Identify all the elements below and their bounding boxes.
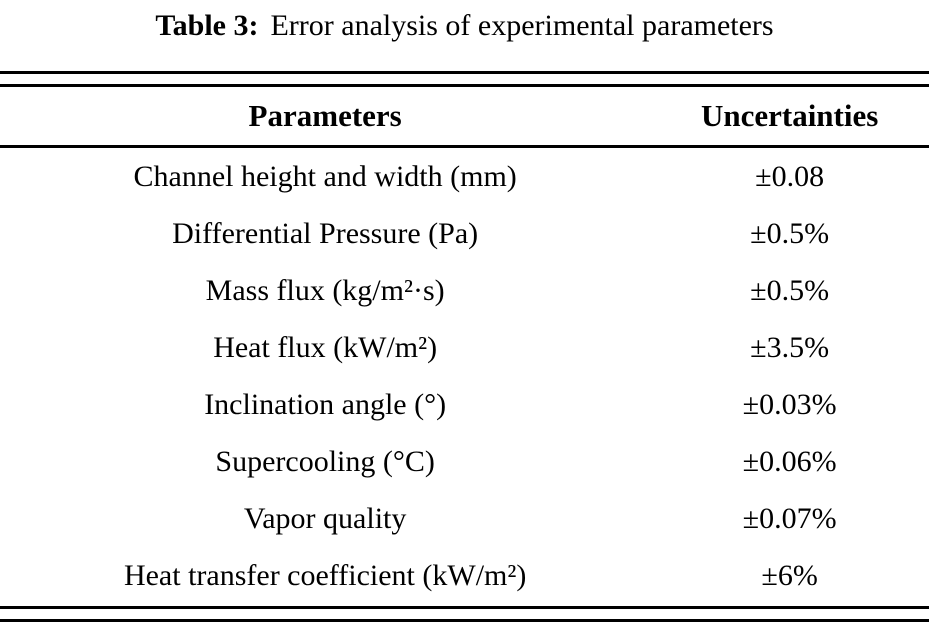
table-caption: Table 3: Error analysis of experimental p… [0, 0, 929, 47]
table-row: Heat flux (kW/m²) ±3.5% [0, 319, 929, 376]
table-header-row: Parameters Uncertainties [0, 87, 929, 145]
table-row: Supercooling (°C) ±0.06% [0, 433, 929, 490]
table-row: Channel height and width (mm) ±0.08 [0, 148, 929, 205]
parameter-cell: Differential Pressure (Pa) [172, 217, 479, 250]
table-row: Mass flux (kg/m²·s) ±0.5% [0, 262, 929, 319]
parameter-cell: Supercooling (°C) [215, 445, 435, 478]
rule-line [0, 619, 929, 622]
uncertainty-cell: ±0.06% [742, 445, 837, 478]
uncertainty-cell: ±3.5% [750, 331, 830, 364]
rule-line [0, 606, 929, 609]
parameter-cell: Vapor quality [243, 502, 407, 535]
parameter-cell: Heat transfer coefficient (kW/m²) [123, 559, 527, 592]
parameter-cell: Heat flux (kW/m²) [213, 331, 438, 364]
table-caption-label: Table 3: [155, 9, 259, 42]
table-body: Channel height and width (mm) ±0.08 Diff… [0, 148, 929, 604]
parameter-cell: Mass flux (kg/m²·s) [205, 274, 445, 307]
rule-gap [0, 609, 929, 619]
mid-rule [0, 145, 929, 148]
rule-line [0, 84, 929, 87]
uncertainty-cell: ±0.03% [742, 388, 837, 421]
rule-gap [0, 74, 929, 84]
header-uncertainties: Uncertainties [700, 97, 879, 133]
uncertainty-cell: ±6% [761, 559, 818, 592]
top-double-rule [0, 71, 929, 87]
table-row: Vapor quality ±0.07% [0, 490, 929, 547]
header-parameters: Parameters [248, 97, 402, 133]
uncertainty-cell: ±0.5% [750, 217, 830, 250]
table-row: Differential Pressure (Pa) ±0.5% [0, 205, 929, 262]
bottom-double-rule [0, 606, 929, 622]
parameter-cell: Channel height and width (mm) [133, 160, 517, 193]
table-row: Heat transfer coefficient (kW/m²) ±6% [0, 547, 929, 604]
uncertainty-cell: ±0.08 [755, 160, 825, 193]
table-row: Inclination angle (°) ±0.03% [0, 376, 929, 433]
uncertainty-cell: ±0.07% [742, 502, 837, 535]
parameter-cell: Inclination angle (°) [204, 388, 447, 421]
rule-line [0, 71, 929, 74]
table-caption-text: Error analysis of experimental parameter… [270, 9, 774, 42]
uncertainty-cell: ±0.5% [750, 274, 830, 307]
